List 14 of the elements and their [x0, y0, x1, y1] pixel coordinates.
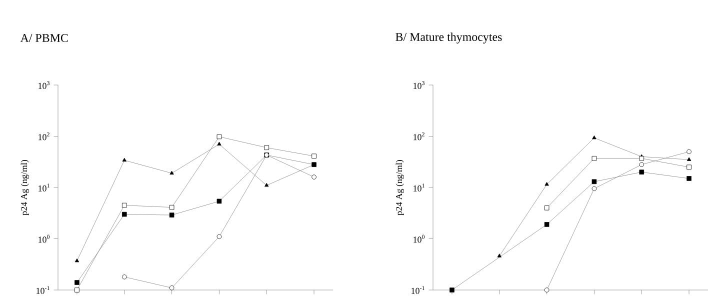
y-axis-title: p24 Ag (ng/ml) [20, 160, 29, 216]
y-tick-label: 10$^{1}$ [38, 184, 50, 192]
y-tick-label: 10$^{-1}$ [412, 286, 424, 294]
y-tick-label: 10$^{1}$ [414, 184, 424, 192]
y-tick-label: 10$^{0}$ [38, 234, 50, 243]
y-tick-label: 10$^{2}$ [38, 132, 50, 140]
chart-title: A/ PBMC [20, 34, 68, 42]
chart-title: B/ Mature thymocytes [396, 32, 502, 44]
y-tick-label: 10$^{2}$ [414, 132, 424, 140]
y-tick-label: 10$^{3}$ [38, 81, 50, 89]
y-tick-label: 10$^{0}$ [414, 234, 425, 243]
y-axis-title: p24 Ag (ng/ml) [396, 160, 404, 216]
y-tick-label: 10$^{-1}$ [36, 286, 50, 294]
y-tick-label: 10$^{3}$ [414, 81, 425, 89]
